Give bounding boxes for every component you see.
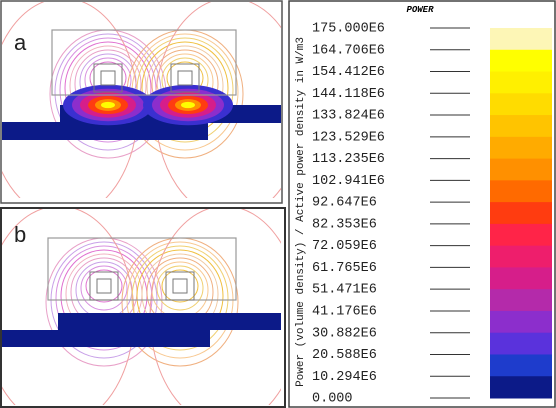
color-swatch xyxy=(490,310,552,334)
field-line xyxy=(85,269,123,303)
legend-tick-label: 123.529E6 xyxy=(312,130,385,145)
color-swatch xyxy=(490,202,552,225)
color-swatch xyxy=(490,136,552,160)
color-swatch xyxy=(490,376,552,399)
legend-tick-label: 82.353E6 xyxy=(312,217,377,232)
legend-tick-label: 102.941E6 xyxy=(312,174,385,189)
legend-axis-label: Power (volume density) / Active power de… xyxy=(295,37,307,387)
color-swatch xyxy=(490,354,552,377)
color-swatch xyxy=(490,158,552,181)
field-lines xyxy=(2,209,281,405)
color-swatch xyxy=(490,49,552,73)
legend-tick-label: 175.000E6 xyxy=(312,22,385,37)
field-line xyxy=(55,245,153,351)
color-swatch xyxy=(490,180,552,203)
hot-spot xyxy=(101,101,115,109)
legend-tick-label: 51.471E6 xyxy=(312,283,377,298)
legend-tick-label: 154.412E6 xyxy=(312,65,385,80)
legend-tick-label: 113.235E6 xyxy=(312,152,385,167)
coil-inner xyxy=(96,278,112,294)
plate xyxy=(58,313,281,330)
plate xyxy=(2,330,210,347)
core-outline xyxy=(51,29,237,96)
color-swatch xyxy=(490,115,552,138)
legend-tick-label: 164.706E6 xyxy=(312,43,385,58)
color-swatch xyxy=(490,71,552,94)
legend-tick-label: 20.588E6 xyxy=(312,348,377,363)
field-line xyxy=(131,245,229,351)
legend-tick-label: 133.824E6 xyxy=(312,109,385,124)
coil xyxy=(89,271,119,301)
field-line xyxy=(161,269,199,303)
legend: POWER Power (volume density) / Active po… xyxy=(288,0,556,408)
coil xyxy=(93,63,123,93)
panel-label: a xyxy=(14,30,27,55)
coil xyxy=(165,271,195,301)
panel-a xyxy=(0,0,283,204)
coil-inner xyxy=(177,70,193,86)
legend-tick-label: 0.000 xyxy=(312,392,353,407)
legend-tick-label: 41.176E6 xyxy=(312,305,377,320)
field-line xyxy=(80,265,128,311)
legend-tick-label: 92.647E6 xyxy=(312,196,377,211)
color-swatch xyxy=(490,93,552,116)
coil-inner xyxy=(172,278,188,294)
color-swatch xyxy=(490,289,552,312)
color-swatch xyxy=(490,267,552,290)
legend-title: POWER xyxy=(406,5,434,15)
coil-inner xyxy=(100,70,116,86)
legend-tick-label: 61.765E6 xyxy=(312,261,377,276)
color-swatch xyxy=(490,332,552,355)
plate xyxy=(2,122,208,140)
legend-tick-label: 10.294E6 xyxy=(312,370,377,385)
color-swatch xyxy=(490,223,552,247)
legend-tick-label: 144.118E6 xyxy=(312,87,385,102)
legend-tick-label: 30.882E6 xyxy=(312,326,377,341)
core-outline xyxy=(47,237,237,301)
color-swatch xyxy=(490,245,552,268)
hot-spot xyxy=(181,101,195,109)
field-line xyxy=(156,265,204,311)
coil xyxy=(170,63,200,93)
legend-tick-label: 72.059E6 xyxy=(312,239,377,254)
panel-b xyxy=(0,207,286,408)
panel-label: b xyxy=(14,222,26,247)
color-swatch xyxy=(490,28,552,51)
